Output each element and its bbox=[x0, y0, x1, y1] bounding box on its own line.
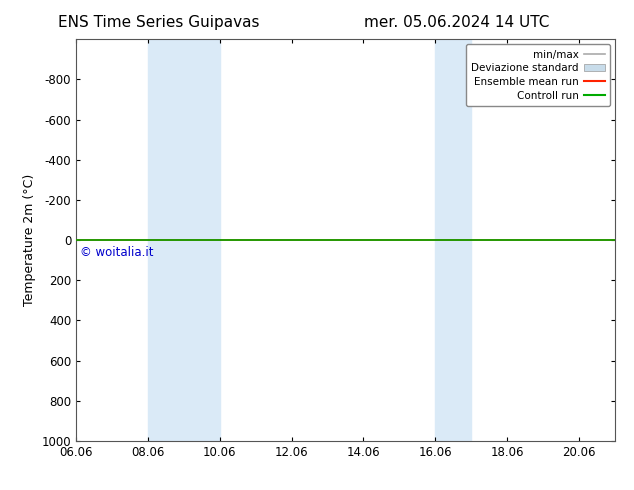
Text: ENS Time Series Guipavas: ENS Time Series Guipavas bbox=[58, 15, 259, 30]
Bar bbox=[148, 39, 220, 441]
Bar bbox=[436, 39, 471, 441]
Text: © woitalia.it: © woitalia.it bbox=[80, 246, 153, 259]
Text: mer. 05.06.2024 14 UTC: mer. 05.06.2024 14 UTC bbox=[364, 15, 549, 30]
Legend: min/max, Deviazione standard, Ensemble mean run, Controll run: min/max, Deviazione standard, Ensemble m… bbox=[466, 45, 610, 106]
Y-axis label: Temperature 2m (°C): Temperature 2m (°C) bbox=[23, 174, 36, 306]
